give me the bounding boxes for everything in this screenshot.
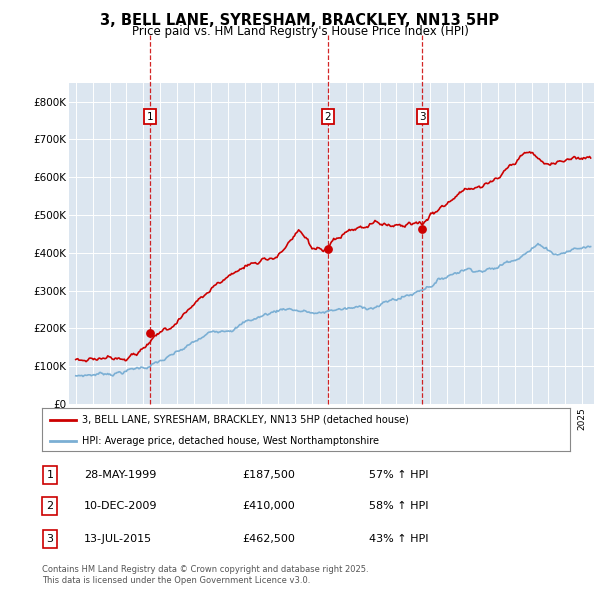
Text: HPI: Average price, detached house, West Northamptonshire: HPI: Average price, detached house, West…: [82, 437, 379, 447]
Point: [418, 224, 427, 234]
Text: 3, BELL LANE, SYRESHAM, BRACKLEY, NN13 5HP: 3, BELL LANE, SYRESHAM, BRACKLEY, NN13 5…: [100, 13, 500, 28]
Text: £187,500: £187,500: [242, 470, 296, 480]
Text: 1: 1: [147, 112, 154, 122]
Text: Contains HM Land Registry data © Crown copyright and database right 2025.
This d: Contains HM Land Registry data © Crown c…: [42, 565, 368, 585]
Text: 2: 2: [325, 112, 331, 122]
Point: [146, 329, 155, 338]
Text: £410,000: £410,000: [242, 501, 295, 511]
Text: 43% ↑ HPI: 43% ↑ HPI: [370, 534, 429, 544]
Text: 58% ↑ HPI: 58% ↑ HPI: [370, 501, 429, 511]
Text: 28-MAY-1999: 28-MAY-1999: [84, 470, 157, 480]
Text: 3: 3: [419, 112, 426, 122]
Text: Price paid vs. HM Land Registry's House Price Index (HPI): Price paid vs. HM Land Registry's House …: [131, 25, 469, 38]
Text: 2: 2: [46, 501, 53, 511]
Text: 10-DEC-2009: 10-DEC-2009: [84, 501, 158, 511]
Text: 3, BELL LANE, SYRESHAM, BRACKLEY, NN13 5HP (detached house): 3, BELL LANE, SYRESHAM, BRACKLEY, NN13 5…: [82, 415, 409, 425]
Text: 57% ↑ HPI: 57% ↑ HPI: [370, 470, 429, 480]
Text: £462,500: £462,500: [242, 534, 296, 544]
Point: [323, 244, 333, 254]
Text: 1: 1: [46, 470, 53, 480]
Text: 3: 3: [46, 534, 53, 544]
Text: 13-JUL-2015: 13-JUL-2015: [84, 534, 152, 544]
